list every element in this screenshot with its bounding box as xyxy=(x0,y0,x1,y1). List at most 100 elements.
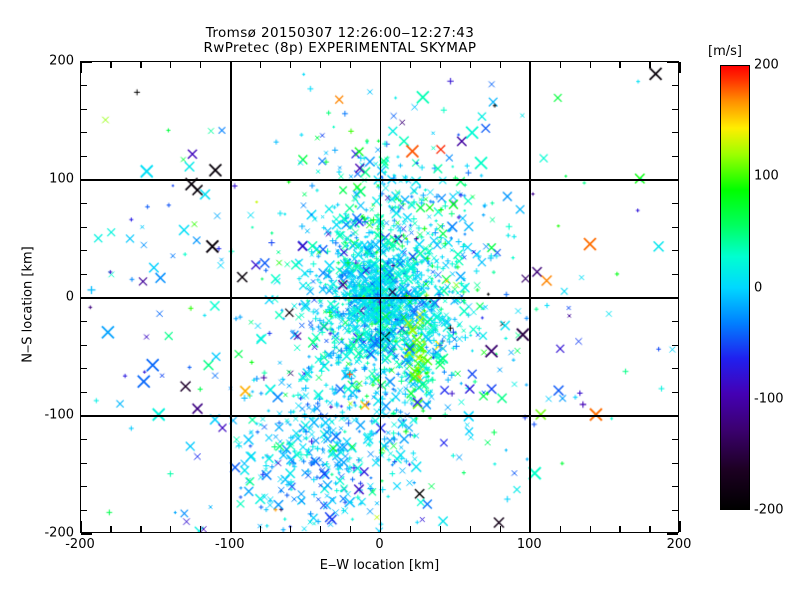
x-tick-minor xyxy=(260,526,262,532)
title-line-2: RwPretec (8p) EXPERIMENTAL SKYMAP xyxy=(203,40,477,56)
y-tick-major xyxy=(667,415,678,417)
y-tick-minor xyxy=(81,108,87,110)
y-tick-major xyxy=(81,179,92,181)
figure-title: Tromsø 20150307 12:26:00‒12:27:43 RwPret… xyxy=(0,26,680,56)
x-tick-minor xyxy=(559,526,561,532)
x-tick-minor xyxy=(619,526,621,532)
y-tick-minor xyxy=(81,250,87,252)
x-tick-label: 200 xyxy=(666,537,692,552)
y-tick-major xyxy=(81,533,92,535)
y-tick-minor xyxy=(672,320,678,323)
y-tick-label: -200 xyxy=(44,525,74,541)
x-tick-minor xyxy=(290,526,292,532)
y-tick-minor xyxy=(81,509,87,512)
scatter-data-layer xyxy=(81,62,678,532)
y-tick-label: 100 xyxy=(49,171,74,187)
y-tick-minor xyxy=(672,155,678,158)
x-tick-minor xyxy=(649,62,651,68)
x-tick-minor xyxy=(409,526,412,532)
y-tick-label: 0 xyxy=(65,289,74,305)
x-tick-minor xyxy=(589,526,591,532)
x-tick-label: -100 xyxy=(214,537,245,552)
plot-area xyxy=(80,61,681,535)
x-tick-minor xyxy=(559,62,561,68)
y-tick-minor xyxy=(81,226,87,228)
gridline-horizontal xyxy=(81,297,678,299)
y-tick-minor xyxy=(81,391,87,394)
x-tick-minor xyxy=(349,526,352,532)
y-tick-major xyxy=(81,61,92,63)
y-tick-minor xyxy=(672,509,678,512)
gridline-vertical xyxy=(529,62,532,532)
y-tick-minor xyxy=(672,368,678,370)
x-tick-major xyxy=(529,521,531,532)
y-axis-title: N‒S location [km] xyxy=(20,246,36,363)
y-tick-minor xyxy=(81,273,87,276)
y-tick-major xyxy=(81,297,92,299)
colorbar-tick-label: 200 xyxy=(754,57,779,73)
x-tick-minor xyxy=(290,62,292,68)
gridline-vertical xyxy=(229,62,232,532)
x-tick-major xyxy=(379,62,382,73)
x-tick-minor xyxy=(110,526,112,532)
y-tick-minor xyxy=(672,462,678,464)
x-tick-minor xyxy=(619,62,621,68)
y-tick-minor xyxy=(81,84,87,87)
colorbar-tick-label: 100 xyxy=(754,168,779,184)
y-tick-major xyxy=(81,415,92,417)
y-tick-major xyxy=(667,179,678,181)
x-tick-minor xyxy=(649,526,651,532)
y-tick-label: 200 xyxy=(49,53,74,69)
y-tick-minor xyxy=(81,155,87,158)
y-tick-minor xyxy=(81,462,87,464)
x-tick-minor xyxy=(200,526,202,532)
y-tick-minor xyxy=(672,438,678,441)
gridline-horizontal xyxy=(81,415,678,417)
y-tick-label: -100 xyxy=(44,407,74,423)
x-tick-minor xyxy=(499,526,501,532)
y-tick-minor xyxy=(81,320,87,323)
y-tick-major xyxy=(667,297,678,299)
y-tick-minor xyxy=(672,108,678,110)
x-tick-minor xyxy=(200,62,202,68)
y-tick-minor xyxy=(81,132,87,134)
colorbar-tick-label: -200 xyxy=(754,502,784,518)
y-tick-major xyxy=(667,61,678,63)
x-tick-minor xyxy=(140,62,142,68)
x-tick-label: 100 xyxy=(516,537,542,552)
y-tick-minor xyxy=(81,202,87,205)
x-tick-major xyxy=(379,521,382,532)
x-tick-minor xyxy=(439,526,442,532)
y-tick-minor xyxy=(672,391,678,394)
x-tick-minor xyxy=(319,526,322,532)
y-tick-minor xyxy=(672,84,678,87)
y-tick-minor xyxy=(672,226,678,228)
x-tick-major xyxy=(230,521,232,532)
gridline-horizontal xyxy=(81,179,678,181)
x-tick-minor xyxy=(439,62,442,68)
x-axis-title: E‒W location [km] xyxy=(319,558,440,573)
x-tick-major xyxy=(80,521,82,532)
x-tick-minor xyxy=(349,62,352,68)
y-tick-major xyxy=(667,533,678,535)
x-tick-major xyxy=(679,521,681,532)
colorbar-tick-label: 0 xyxy=(754,280,763,295)
colorbar-unit-label: [m/s] xyxy=(708,44,742,59)
y-tick-minor xyxy=(672,202,678,205)
y-tick-minor xyxy=(672,132,678,134)
x-tick-minor xyxy=(589,62,591,68)
x-tick-major xyxy=(529,62,531,73)
x-tick-major xyxy=(679,62,681,73)
x-tick-label: 0 xyxy=(375,537,384,552)
x-tick-minor xyxy=(170,62,172,68)
y-tick-minor xyxy=(81,344,87,346)
x-tick-minor xyxy=(499,62,501,68)
y-tick-minor xyxy=(672,273,678,276)
y-tick-minor xyxy=(81,486,87,488)
colorbar xyxy=(720,65,750,510)
x-tick-minor xyxy=(140,526,142,532)
y-tick-minor xyxy=(672,344,678,346)
x-tick-minor xyxy=(409,62,412,68)
y-tick-minor xyxy=(81,438,87,441)
x-tick-label: -200 xyxy=(65,537,95,552)
